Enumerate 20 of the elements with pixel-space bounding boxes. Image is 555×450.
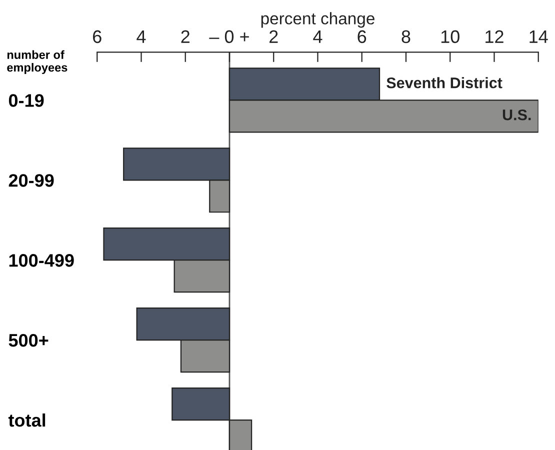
x-tick-label: 14 [530,30,548,43]
x-tick-label: 6 [358,30,366,44]
series-label: U.S. [502,109,531,120]
x-axis-title: percent change [261,12,374,28]
x-tick-label: 8 [402,30,410,44]
x-tick-label: 6 [93,30,102,44]
x-tick-label: 2 [270,30,278,43]
x-tick-label: 4 [313,30,322,43]
x-tick-label: 12 [486,30,504,43]
x-tick-label: 10 [441,30,460,44]
y-tick-label: 100-499 [9,254,74,267]
series-label: Seventh District [386,77,502,88]
x-tick-label: – 0 + [209,30,249,44]
y-tick-label: 20-99 [8,174,54,187]
y-tick-label: 500+ [8,334,48,347]
x-tick-label: 4 [136,30,146,43]
y-tick-label: total [8,413,46,427]
x-tick-label: 2 [181,30,190,43]
y-tick-label: 0-19 [8,94,44,107]
y-axis-title: number of employees [7,50,68,74]
